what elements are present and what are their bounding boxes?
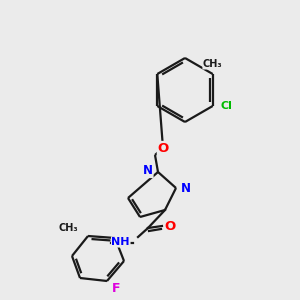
Text: O: O bbox=[164, 220, 175, 232]
Text: NH: NH bbox=[112, 237, 130, 247]
Text: F: F bbox=[112, 283, 121, 296]
Text: CH₃: CH₃ bbox=[58, 223, 78, 233]
Text: N: N bbox=[181, 182, 191, 194]
Text: Cl: Cl bbox=[221, 101, 232, 111]
Text: N: N bbox=[143, 164, 153, 178]
Text: CH₃: CH₃ bbox=[203, 59, 223, 69]
Text: O: O bbox=[158, 142, 169, 154]
